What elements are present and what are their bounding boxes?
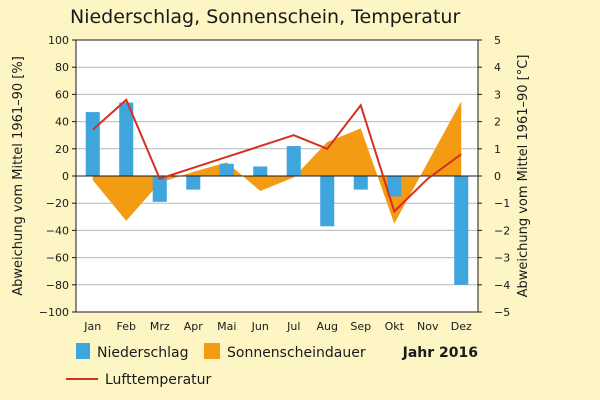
y-tick-label: 20	[55, 143, 69, 156]
y-tick-label: −60	[46, 252, 69, 265]
year-annotation: Jahr 2016	[402, 345, 478, 361]
chart-title: Niederschlag, Sonnenschein, Temperatur	[70, 6, 461, 28]
x-tick-label: Sep	[350, 320, 371, 333]
legend-swatch-niederschlag	[76, 343, 90, 359]
niederschlag-bar	[186, 176, 201, 190]
y-tick-label: −100	[39, 306, 69, 319]
x-tick-label: Jun	[251, 320, 269, 333]
y2-tick-label: 1	[494, 143, 501, 156]
sonnenschein-area	[92, 101, 462, 224]
y2-tick-label: 2	[494, 116, 501, 129]
lufttemperatur-line	[92, 98, 462, 214]
y2-tick-label: −3	[494, 252, 510, 265]
x-tick-label: Jul	[286, 320, 300, 333]
y-tick-label: −40	[46, 224, 69, 237]
y2-tick-label: −1	[494, 197, 510, 210]
niederschlag-bar	[353, 176, 368, 190]
y-tick-label: 80	[55, 61, 69, 74]
niederschlag-bar	[387, 176, 402, 197]
legend-label-lufttemperatur: Lufttemperatur	[105, 372, 212, 388]
y-tick-label: −80	[46, 279, 69, 292]
y-tick-label: 100	[48, 34, 69, 47]
x-tick-label: Feb	[117, 320, 136, 333]
x-tick-label: Okt	[385, 320, 405, 333]
niederschlag-bar	[119, 102, 134, 176]
y2-tick-label: 4	[494, 61, 501, 74]
legend-label-niederschlag: Niederschlag	[97, 345, 188, 361]
niederschlag-bar	[454, 176, 469, 285]
niederschlag-bar	[253, 166, 268, 176]
legend-swatch-sonnenschein	[204, 343, 220, 359]
x-tick-label: Mai	[217, 320, 236, 333]
niederschlag-bar	[219, 163, 234, 176]
y2-tick-label: −2	[494, 224, 510, 237]
y2-tick-label: 0	[494, 170, 501, 183]
x-tick-label: Jan	[83, 320, 101, 333]
niederschlag-bar	[85, 112, 100, 176]
y2-axis-label: Abweichung vom Mittel 1961–90 [°C]	[516, 55, 531, 298]
x-tick-label: Apr	[184, 320, 204, 333]
y2-tick-label: 5	[494, 34, 501, 47]
y-tick-label: 40	[55, 116, 69, 129]
niederschlag-bar	[152, 176, 167, 202]
legend-label-sonnenschein: Sonnenscheindauer	[227, 345, 366, 361]
x-tick-label: Mrz	[150, 320, 170, 333]
y-tick-label: 60	[55, 88, 69, 101]
niederschlag-bar	[320, 176, 335, 227]
y-axis-label: Abweichung vom Mittel 1961–90 [%]	[11, 56, 26, 296]
y2-tick-label: 3	[494, 88, 501, 101]
y2-tick-label: −4	[494, 279, 510, 292]
x-tick-label: Aug	[317, 320, 338, 333]
niederschlag-bar	[286, 146, 301, 176]
y2-tick-label: −5	[494, 306, 510, 319]
y-tick-label: 0	[62, 170, 69, 183]
x-tick-label: Nov	[417, 320, 439, 333]
x-tick-label: Dez	[451, 320, 472, 333]
y-tick-label: −20	[46, 197, 69, 210]
